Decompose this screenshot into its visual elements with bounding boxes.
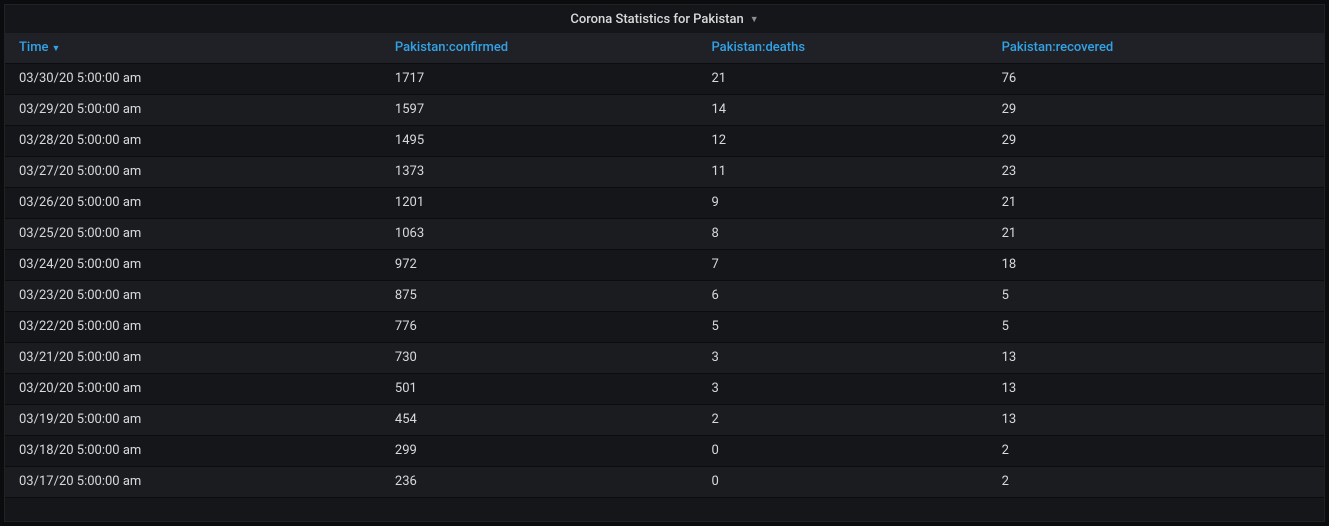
table-cell: 03/30/20 5:00:00 am [5, 63, 381, 94]
table-cell: 29 [988, 125, 1324, 156]
table-cell: 501 [381, 373, 698, 404]
table-cell: 1597 [381, 94, 698, 125]
table-cell: 1373 [381, 156, 698, 187]
table-cell: 03/19/20 5:00:00 am [5, 404, 381, 435]
table-row: 03/27/20 5:00:00 am13731123 [5, 156, 1324, 187]
table-cell: 972 [381, 249, 698, 280]
column-header-confirmed[interactable]: Pakistan:confirmed [381, 33, 698, 63]
table-row: 03/19/20 5:00:00 am454213 [5, 404, 1324, 435]
column-label: Pakistan:deaths [711, 40, 805, 55]
table-cell: 1063 [381, 218, 698, 249]
table-cell: 5 [697, 311, 987, 342]
table-cell: 2 [697, 404, 987, 435]
table-row: 03/17/20 5:00:00 am23602 [5, 466, 1324, 497]
data-table: Time▼ Pakistan:confirmed Pakistan:deaths… [5, 33, 1324, 498]
table-cell: 0 [697, 435, 987, 466]
table-row: 03/28/20 5:00:00 am14951229 [5, 125, 1324, 156]
table-cell: 5 [988, 311, 1324, 342]
column-header-deaths[interactable]: Pakistan:deaths [697, 33, 987, 63]
panel-title: Corona Statistics for Pakistan [570, 12, 743, 27]
table-cell: 23 [988, 156, 1324, 187]
table-cell: 1717 [381, 63, 698, 94]
table-row: 03/30/20 5:00:00 am17172176 [5, 63, 1324, 94]
sort-desc-icon: ▼ [52, 44, 61, 54]
table-row: 03/20/20 5:00:00 am501313 [5, 373, 1324, 404]
table-cell: 21 [988, 218, 1324, 249]
table-cell: 8 [697, 218, 987, 249]
table-cell: 21 [988, 187, 1324, 218]
table-cell: 18 [988, 249, 1324, 280]
table-header-row: Time▼ Pakistan:confirmed Pakistan:deaths… [5, 33, 1324, 63]
table-cell: 875 [381, 280, 698, 311]
stats-panel: Corona Statistics for Pakistan ▼ Time▼ P… [4, 4, 1325, 522]
table-cell: 12 [697, 125, 987, 156]
table-cell: 299 [381, 435, 698, 466]
panel-title-bar[interactable]: Corona Statistics for Pakistan ▼ [5, 5, 1324, 33]
column-header-recovered[interactable]: Pakistan:recovered [988, 33, 1324, 63]
table-cell: 14 [697, 94, 987, 125]
table-cell: 03/27/20 5:00:00 am [5, 156, 381, 187]
table-row: 03/26/20 5:00:00 am1201921 [5, 187, 1324, 218]
column-label: Pakistan:recovered [1002, 40, 1114, 55]
table-cell: 03/23/20 5:00:00 am [5, 280, 381, 311]
table-row: 03/23/20 5:00:00 am87565 [5, 280, 1324, 311]
table-scroll-area[interactable]: Time▼ Pakistan:confirmed Pakistan:deaths… [5, 33, 1324, 521]
table-cell: 1495 [381, 125, 698, 156]
table-cell: 730 [381, 342, 698, 373]
table-cell: 13 [988, 342, 1324, 373]
column-label: Time [19, 40, 49, 55]
table-cell: 76 [988, 63, 1324, 94]
column-label: Pakistan:confirmed [395, 40, 508, 55]
table-cell: 1201 [381, 187, 698, 218]
table-cell: 0 [697, 466, 987, 497]
table-row: 03/18/20 5:00:00 am29902 [5, 435, 1324, 466]
table-cell: 9 [697, 187, 987, 218]
table-cell: 13 [988, 404, 1324, 435]
table-cell: 3 [697, 373, 987, 404]
table-cell: 7 [697, 249, 987, 280]
table-cell: 21 [697, 63, 987, 94]
table-cell: 2 [988, 435, 1324, 466]
table-cell: 03/20/20 5:00:00 am [5, 373, 381, 404]
table-cell: 5 [988, 280, 1324, 311]
table-cell: 03/18/20 5:00:00 am [5, 435, 381, 466]
table-cell: 03/21/20 5:00:00 am [5, 342, 381, 373]
table-cell: 236 [381, 466, 698, 497]
table-cell: 11 [697, 156, 987, 187]
table-cell: 03/24/20 5:00:00 am [5, 249, 381, 280]
table-cell: 03/26/20 5:00:00 am [5, 187, 381, 218]
table-cell: 3 [697, 342, 987, 373]
table-cell: 03/22/20 5:00:00 am [5, 311, 381, 342]
table-cell: 13 [988, 373, 1324, 404]
table-row: 03/25/20 5:00:00 am1063821 [5, 218, 1324, 249]
table-cell: 03/25/20 5:00:00 am [5, 218, 381, 249]
table-cell: 776 [381, 311, 698, 342]
table-cell: 03/28/20 5:00:00 am [5, 125, 381, 156]
chevron-down-icon: ▼ [750, 14, 759, 25]
table-cell: 29 [988, 94, 1324, 125]
column-header-time[interactable]: Time▼ [5, 33, 381, 63]
table-body: 03/30/20 5:00:00 am1717217603/29/20 5:00… [5, 63, 1324, 497]
table-cell: 454 [381, 404, 698, 435]
table-row: 03/22/20 5:00:00 am77655 [5, 311, 1324, 342]
table-cell: 6 [697, 280, 987, 311]
table-cell: 03/17/20 5:00:00 am [5, 466, 381, 497]
table-row: 03/21/20 5:00:00 am730313 [5, 342, 1324, 373]
table-row: 03/29/20 5:00:00 am15971429 [5, 94, 1324, 125]
table-cell: 03/29/20 5:00:00 am [5, 94, 381, 125]
table-cell: 2 [988, 466, 1324, 497]
table-row: 03/24/20 5:00:00 am972718 [5, 249, 1324, 280]
